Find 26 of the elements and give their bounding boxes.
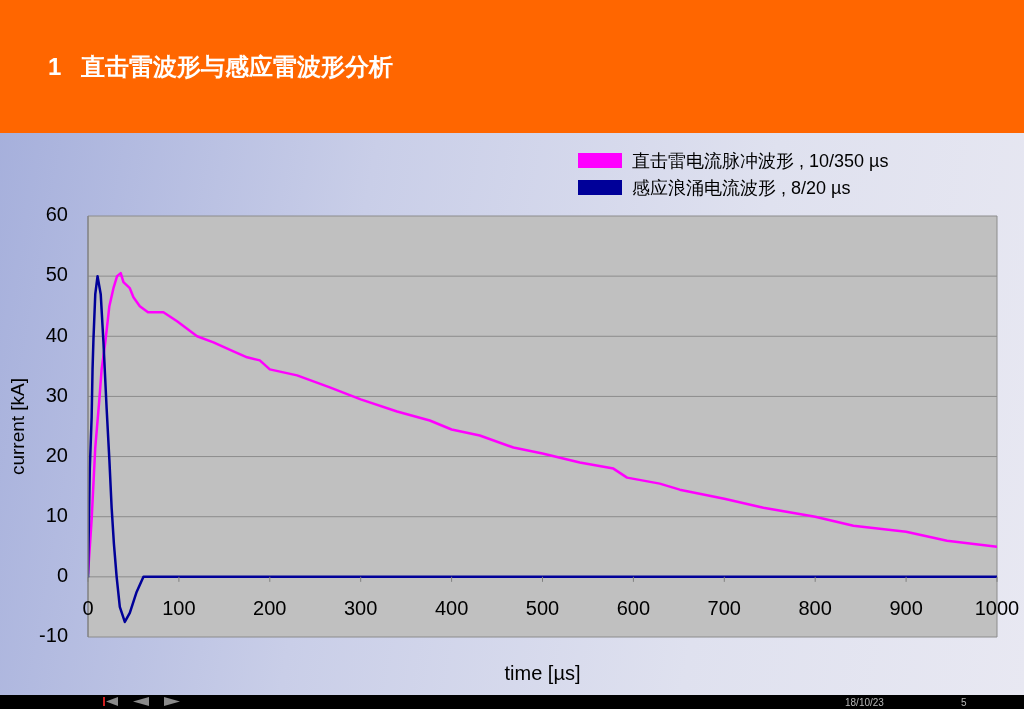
x-tick-label: 700 [707,597,741,620]
y-tick-label: 50 [45,263,68,286]
y-tick-label: 30 [45,383,68,406]
x-tick-label: 1000 [974,597,1020,620]
text: 18/10/23 [845,697,884,709]
y-tick-label: 40 [45,323,68,346]
x-axis-title: time [µs] [504,662,581,685]
x-tick-label: 300 [344,597,378,620]
x-tick-label: 0 [82,597,94,620]
x-tick-label: 600 [616,597,651,620]
y-axis-title: current [kA] [7,377,29,476]
x-tick-label: 800 [798,597,832,620]
x-tick-label: 500 [525,597,560,620]
y-tick-label: -10 [39,624,68,647]
chart-title: 1 直击雷波形与感应雷波形分析 [48,52,394,82]
y-tick-label: 20 [45,443,68,466]
x-tick-label: 100 [162,597,196,620]
text: 5 [961,697,967,709]
y-tick-label: 60 [45,203,68,226]
y-tick-label: 0 [56,564,68,587]
y-tick-label: 10 [45,504,68,526]
x-tick-label: 900 [889,597,923,620]
x-tick-label: 400 [434,597,469,620]
x-tick-label: 200 [253,597,287,620]
legend-label: 感应浪涌电流波形 , 8/20 µs [632,177,851,198]
legend-label: 直击雷电流脉冲波形 , 10/350 µs [632,150,889,171]
